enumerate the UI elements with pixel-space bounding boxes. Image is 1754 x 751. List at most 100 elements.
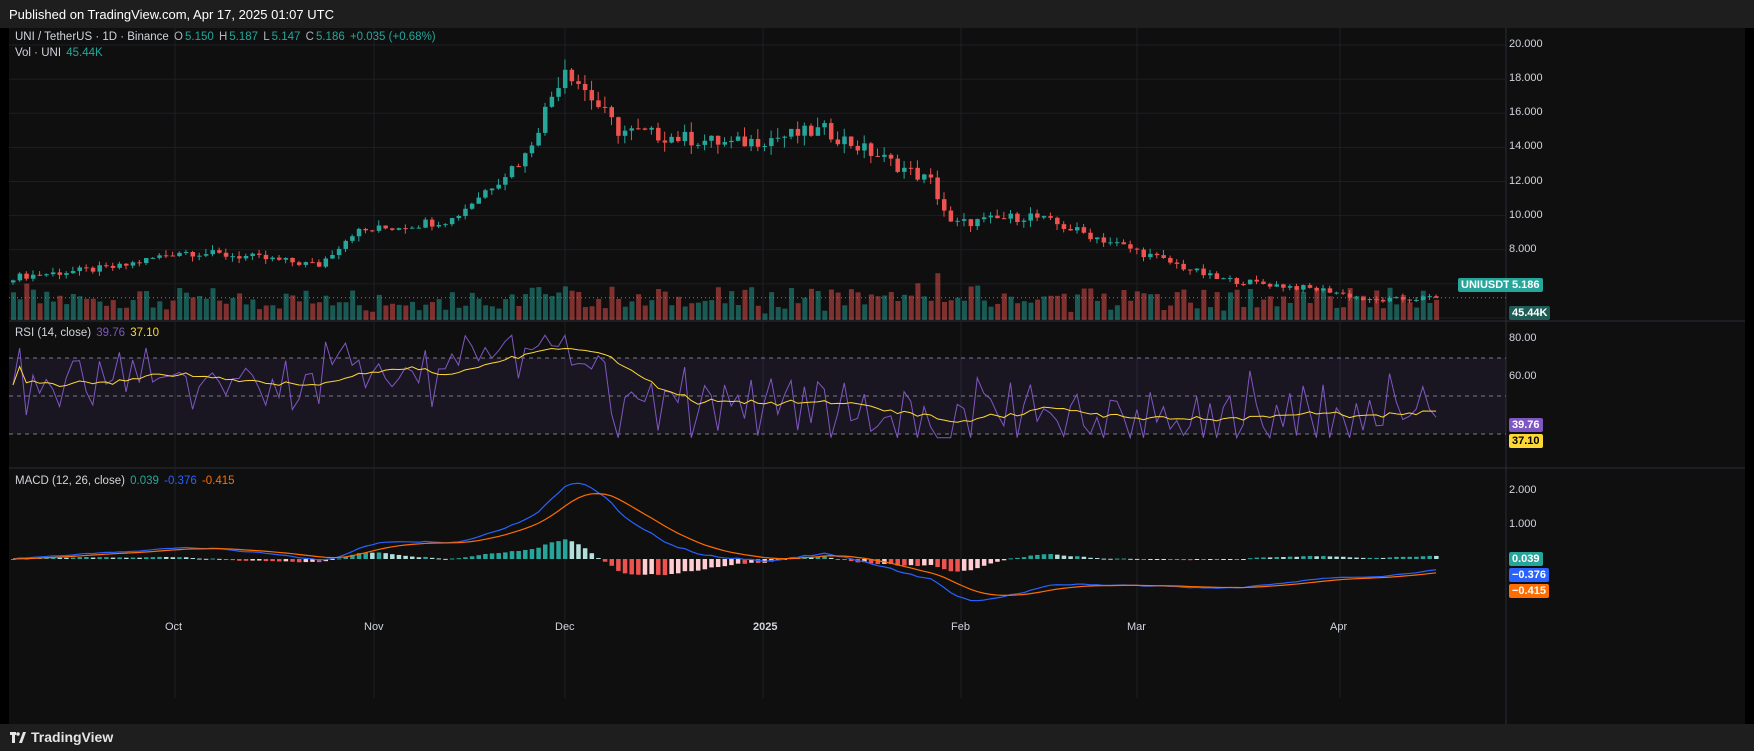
macd-hist-bar: [908, 559, 914, 566]
volume-bar: [789, 288, 795, 320]
macd-hist-bar: [290, 559, 295, 562]
macd-hist-value: -0.415: [201, 475, 235, 487]
macd-hist-bar: [463, 557, 468, 559]
macd-hist-bar: [1048, 554, 1053, 559]
candle-body: [895, 158, 900, 172]
macd-hist-bar: [1374, 557, 1379, 559]
macd-hist-bar: [410, 556, 415, 559]
macd-hist-bar: [57, 557, 63, 559]
volume-bar: [1360, 295, 1366, 320]
macd-label: MACD (12, 26, close): [15, 475, 125, 487]
candle-body: [70, 271, 76, 274]
volume-bar: [64, 304, 70, 320]
chart-canvas[interactable]: [9, 28, 1745, 724]
price-tick-label: 10.000: [1509, 208, 1543, 221]
macd-line: [12, 482, 1437, 602]
macd-hist-bar: [1088, 557, 1093, 559]
volume-bar: [104, 305, 110, 320]
volume-bar: [562, 286, 568, 320]
volume-bar: [310, 303, 316, 320]
macd-hist-bar: [1114, 558, 1120, 560]
volume-bar: [529, 287, 535, 320]
chart-area[interactable]: UNI / TetherUS · 1D · Binance O 5.150 H 5.…: [9, 28, 1745, 724]
volume-bar: [383, 305, 389, 320]
candle-body: [1274, 284, 1279, 287]
volume-bar: [416, 310, 422, 320]
volume-bar: [1307, 303, 1313, 320]
volume-bar: [642, 305, 648, 320]
macd-hist-bar: [144, 557, 149, 559]
candle-body: [1154, 253, 1160, 256]
candle-body: [942, 199, 947, 211]
candle-body: [848, 136, 854, 146]
candle-body: [769, 138, 774, 147]
macd-hist-bar: [183, 557, 189, 559]
candle-body: [170, 255, 176, 257]
macd-hist-bar: [277, 559, 282, 562]
macd-hist-bar: [356, 553, 362, 559]
candle-body: [1420, 296, 1426, 300]
candle-body: [1301, 285, 1306, 290]
macd-hist-bar: [1307, 556, 1313, 559]
candle-body: [1174, 262, 1180, 264]
candle-body: [1101, 237, 1107, 243]
candle-body: [556, 88, 561, 97]
volume-bar: [702, 300, 708, 320]
volume-bar: [1274, 306, 1280, 320]
volume-bar: [243, 304, 249, 320]
candle-body: [1281, 284, 1286, 288]
rsi-label: RSI (14, close): [15, 327, 92, 339]
macd-hist-bar: [895, 559, 900, 566]
volume-bar: [1267, 296, 1273, 320]
macd-hist-bar: [715, 559, 721, 568]
time-tick-label: Apr: [1330, 621, 1348, 633]
macd-hist-bar: [1400, 556, 1406, 559]
candle-body: [775, 137, 781, 139]
candle-body: [356, 228, 362, 237]
volume-bar: [1208, 307, 1213, 320]
candle-body: [1068, 228, 1073, 231]
candle-body: [709, 135, 714, 141]
macd-hist-bar: [709, 559, 714, 568]
volume-bar: [809, 288, 814, 320]
candle-body: [981, 217, 987, 220]
macd-hist-bar: [935, 559, 940, 568]
volume-bar: [217, 300, 223, 320]
volume-label: Vol · UNI: [15, 47, 62, 59]
candle-body: [695, 144, 701, 146]
tradingview-logo[interactable]: TradingView: [10, 729, 113, 745]
candle-body: [523, 153, 528, 167]
candle-body: [230, 256, 235, 258]
volume-bar: [749, 287, 755, 320]
candle-body: [117, 263, 122, 268]
candle-body: [197, 255, 202, 257]
macd-hist-bar: [456, 558, 462, 560]
volume-bar: [762, 313, 768, 320]
candle-body: [928, 174, 934, 178]
macd-hist-bar: [1055, 554, 1060, 559]
volume-bar: [543, 294, 548, 320]
macd-hist-bar: [110, 557, 116, 559]
candle-body: [1287, 286, 1293, 288]
macd-hist-bar: [616, 559, 621, 571]
volume-bar: [257, 309, 263, 320]
volume-bar: [1241, 306, 1247, 320]
volume-bar: [676, 296, 681, 320]
volume-legend: Vol · UNI 45.44K: [15, 47, 105, 59]
macd-hist-bar: [1134, 558, 1140, 560]
volume-bar: [1075, 294, 1080, 320]
macd-hist-bar: [157, 556, 162, 559]
macd-hist-bar: [1061, 555, 1067, 559]
candle-body: [1094, 237, 1100, 240]
volume-bar: [1015, 303, 1021, 320]
volume-bar: [1194, 308, 1200, 320]
candle-body: [1321, 288, 1326, 291]
candle-body: [97, 265, 102, 272]
volume-bar: [30, 289, 36, 320]
volume-bar: [157, 301, 163, 320]
candle-body: [423, 219, 428, 228]
candle-body: [622, 130, 628, 136]
volume-bar: [237, 293, 243, 320]
macd-tag: 0.039: [1509, 552, 1543, 566]
macd-hist-bar: [862, 559, 867, 563]
